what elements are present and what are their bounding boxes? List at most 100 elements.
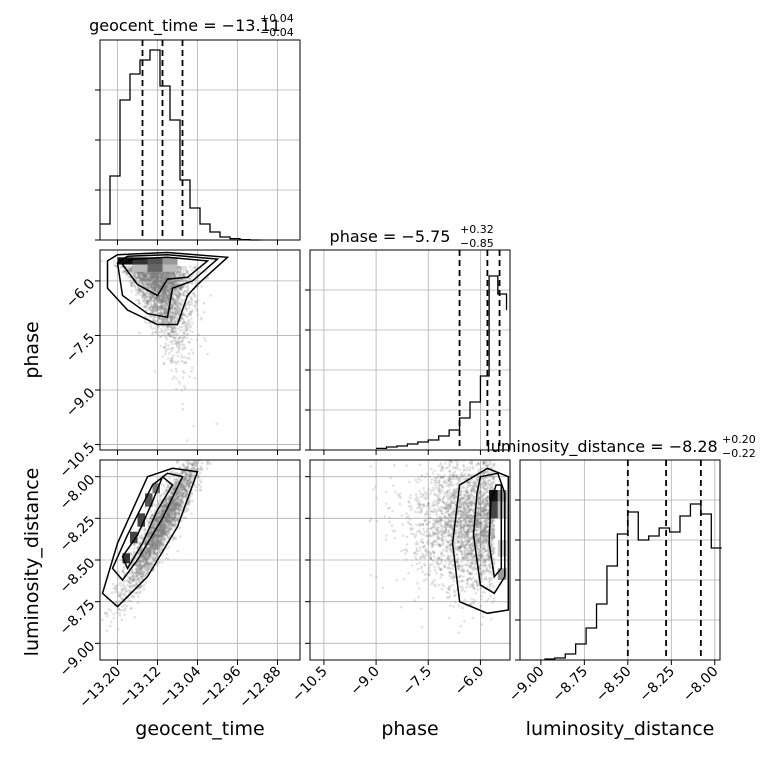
scatter-point [149, 529, 152, 533]
scatter-point [181, 322, 184, 325]
scatter-point [149, 295, 152, 298]
scatter-point [155, 278, 158, 282]
scatter-point [154, 280, 157, 284]
scatter-point [169, 359, 172, 363]
scatter-point [166, 509, 170, 512]
scatter-point [184, 493, 188, 497]
scatter-point [174, 502, 178, 506]
scatter-point [163, 306, 166, 310]
scatter-point [156, 283, 159, 286]
scatter-point [176, 272, 179, 276]
scatter-point [158, 308, 161, 312]
scatter-point [135, 575, 138, 578]
scatter-point [205, 467, 209, 470]
scatter-point [152, 283, 156, 286]
scatter-point [149, 298, 153, 302]
scatter-point [190, 512, 193, 515]
scatter-point [155, 280, 159, 283]
scatter-point [191, 499, 194, 503]
scatter-point [173, 279, 177, 283]
scatter-point [177, 312, 180, 316]
scatter-point [164, 306, 167, 310]
scatter-point [165, 295, 168, 299]
scatter-point [182, 272, 185, 276]
scatter-point [164, 352, 167, 356]
scatter-point [160, 493, 164, 497]
scatter-point [178, 288, 182, 291]
scatter-point [130, 606, 133, 610]
scatter-point [178, 325, 182, 329]
scatter-point [180, 285, 184, 288]
scatter-point [160, 274, 163, 278]
scatter-point [156, 284, 160, 288]
scatter-point [177, 300, 180, 304]
scatter-point [131, 584, 135, 587]
scatter-point [156, 547, 159, 551]
scatter-point [162, 299, 166, 303]
scatter-point [188, 329, 192, 333]
scatter-point [142, 293, 145, 296]
scatter-point [161, 289, 164, 293]
scatter-point [176, 290, 180, 293]
scatter-point [131, 570, 134, 574]
scatter-point [165, 517, 168, 520]
scatter-point [130, 594, 134, 598]
scatter-point [168, 512, 172, 516]
scatter-point [128, 267, 132, 271]
scatter-point [206, 352, 209, 356]
scatter-point [155, 283, 158, 286]
scatter-point [158, 541, 162, 544]
scatter-point [165, 318, 169, 322]
scatter-point [141, 271, 144, 275]
scatter-point [185, 356, 189, 360]
scatter-point [123, 565, 126, 568]
scatter-point [151, 308, 154, 312]
scatter-point [151, 281, 154, 285]
scatter-point [165, 275, 168, 279]
scatter-point [125, 604, 129, 608]
scatter-point [181, 453, 184, 456]
scatter-point [172, 302, 176, 306]
scatter-point [112, 612, 116, 616]
scatter-point [163, 332, 167, 335]
scatter-point [153, 370, 157, 373]
scatter-point [165, 296, 169, 299]
scatter-point [200, 455, 203, 458]
scatter-point [140, 272, 143, 275]
scatter-point [152, 277, 155, 281]
scatter-point [153, 278, 156, 281]
scatter-point [165, 310, 168, 314]
scatter-point [192, 294, 196, 297]
scatter-point [197, 483, 201, 487]
scatter-point [154, 271, 157, 275]
scatter-point [138, 287, 141, 291]
scatter-point [176, 354, 180, 358]
scatter-point [159, 299, 163, 302]
scatter-point [179, 340, 182, 344]
scatter-point [164, 342, 168, 345]
scatter-point [176, 309, 179, 313]
scatter-point [122, 593, 126, 597]
scatter-point [178, 526, 182, 530]
scatter-point [185, 309, 189, 312]
scatter-point [162, 295, 165, 298]
scatter-point [164, 556, 168, 560]
scatter-point [168, 276, 172, 279]
scatter-point [132, 283, 136, 287]
geocent-time-title-sub: −0.04 [260, 26, 294, 39]
scatter-point [148, 293, 151, 296]
scatter-point [181, 321, 184, 325]
scatter-point [137, 576, 140, 580]
scatter-point [181, 348, 184, 351]
scatter-point [179, 286, 182, 290]
scatter-point [166, 296, 170, 299]
scatter-point [147, 554, 150, 557]
scatter-point [151, 271, 155, 275]
scatter-point [153, 283, 156, 286]
scatter-point [166, 284, 169, 288]
scatter-point [158, 280, 161, 283]
scatter-point [156, 289, 160, 293]
scatter-point [156, 297, 159, 300]
scatter-point [155, 301, 159, 304]
scatter-point [155, 499, 159, 503]
